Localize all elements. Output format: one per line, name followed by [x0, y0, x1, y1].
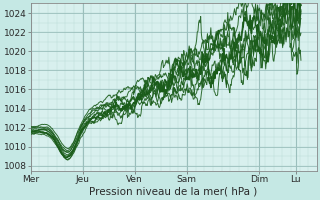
X-axis label: Pression niveau de la mer( hPa ): Pression niveau de la mer( hPa ) [90, 187, 258, 197]
